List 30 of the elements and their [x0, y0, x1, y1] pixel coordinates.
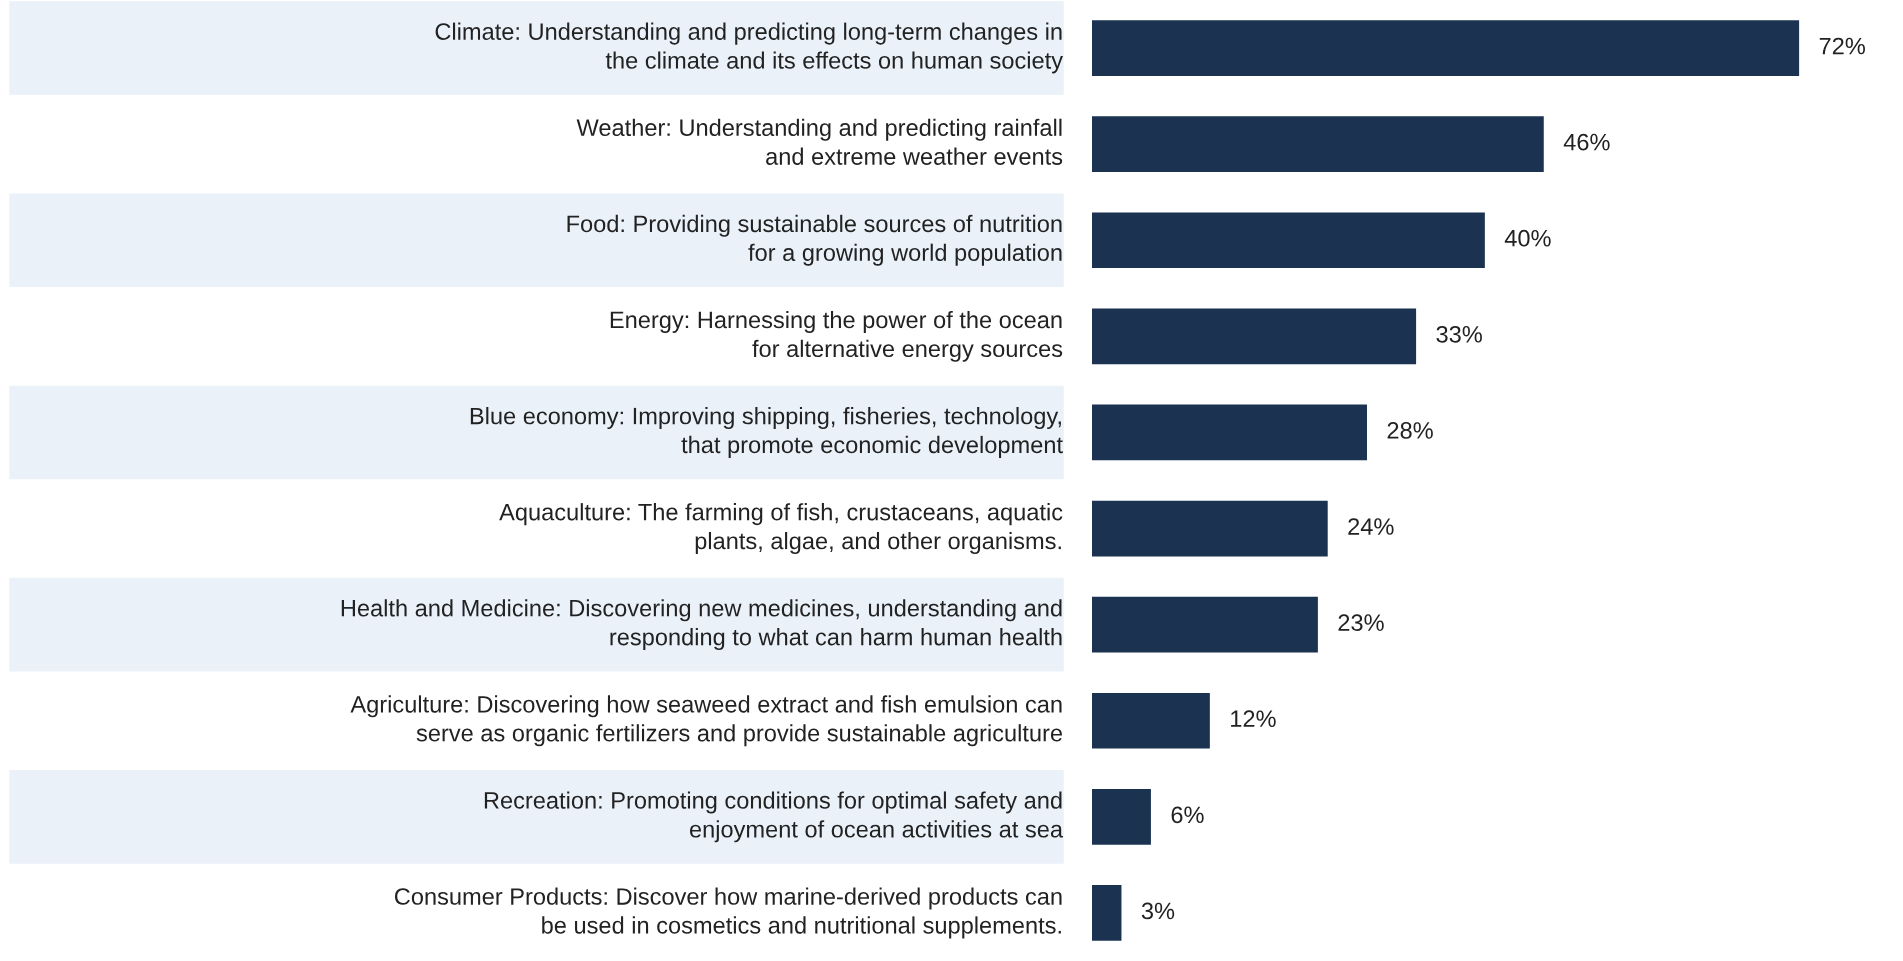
y-tick-label: Energy: Harnessing the power of the ocean for alternative energy sources — [610, 310, 1063, 362]
data-label: 28% — [1387, 422, 1433, 439]
data-label: 6% — [1171, 806, 1204, 824]
data-label: 12% — [1231, 710, 1276, 727]
data-label: 3% — [1141, 902, 1175, 920]
data-label: 24% — [1348, 518, 1394, 535]
bar — [1092, 692, 1210, 749]
bar — [1092, 116, 1544, 173]
bar — [1092, 596, 1318, 653]
y-tick-label: Recreation: Promoting conditions for optimal safety and enjoyment of ocean activities at sea — [484, 791, 1064, 843]
data-label: 33% — [1436, 325, 1482, 343]
bar — [1092, 308, 1417, 365]
y-tick-label: Health and Medicine: Discovering new medicines, understanding and responding to what can harm human health — [341, 599, 1062, 651]
y-tick-label: Aquaculture: The farming of fish, crustaceans, aquatic plants, algae, and other organisms. — [499, 503, 1063, 554]
y-tick-label: Weather: Understanding and predicting rainfall and extreme weather events — [576, 118, 1063, 165]
y-tick-label: Consumer Products: Discover how marine-derived products can be used in cosmetics and nutritional supplements. — [394, 887, 1062, 939]
bar — [1092, 788, 1151, 845]
data-label: 46% — [1563, 133, 1610, 151]
y-tick-label: Blue economy: Improving shipping, fisheries, technology, that promote economic development — [470, 407, 1063, 458]
bar — [1092, 20, 1800, 76]
bar — [1092, 885, 1122, 941]
data-label: 40% — [1504, 229, 1551, 247]
bar — [1092, 212, 1485, 269]
y-tick-label: Food: Providing sustainable sources of nutrition for a growing world population — [567, 214, 1062, 266]
y-tick-label: Climate: Understanding and predicting long-term changes in the climate and its effects on human society — [435, 22, 1063, 74]
bar — [1092, 404, 1367, 461]
data-label: 23% — [1338, 614, 1384, 631]
bar — [1092, 500, 1328, 557]
y-tick-label: Agriculture: Discovering how seaweed extract and fish emulsion can serve as organic fertilizers and provide sustainable agriculture — [350, 695, 1062, 747]
data-label: 72% — [1819, 37, 1865, 55]
